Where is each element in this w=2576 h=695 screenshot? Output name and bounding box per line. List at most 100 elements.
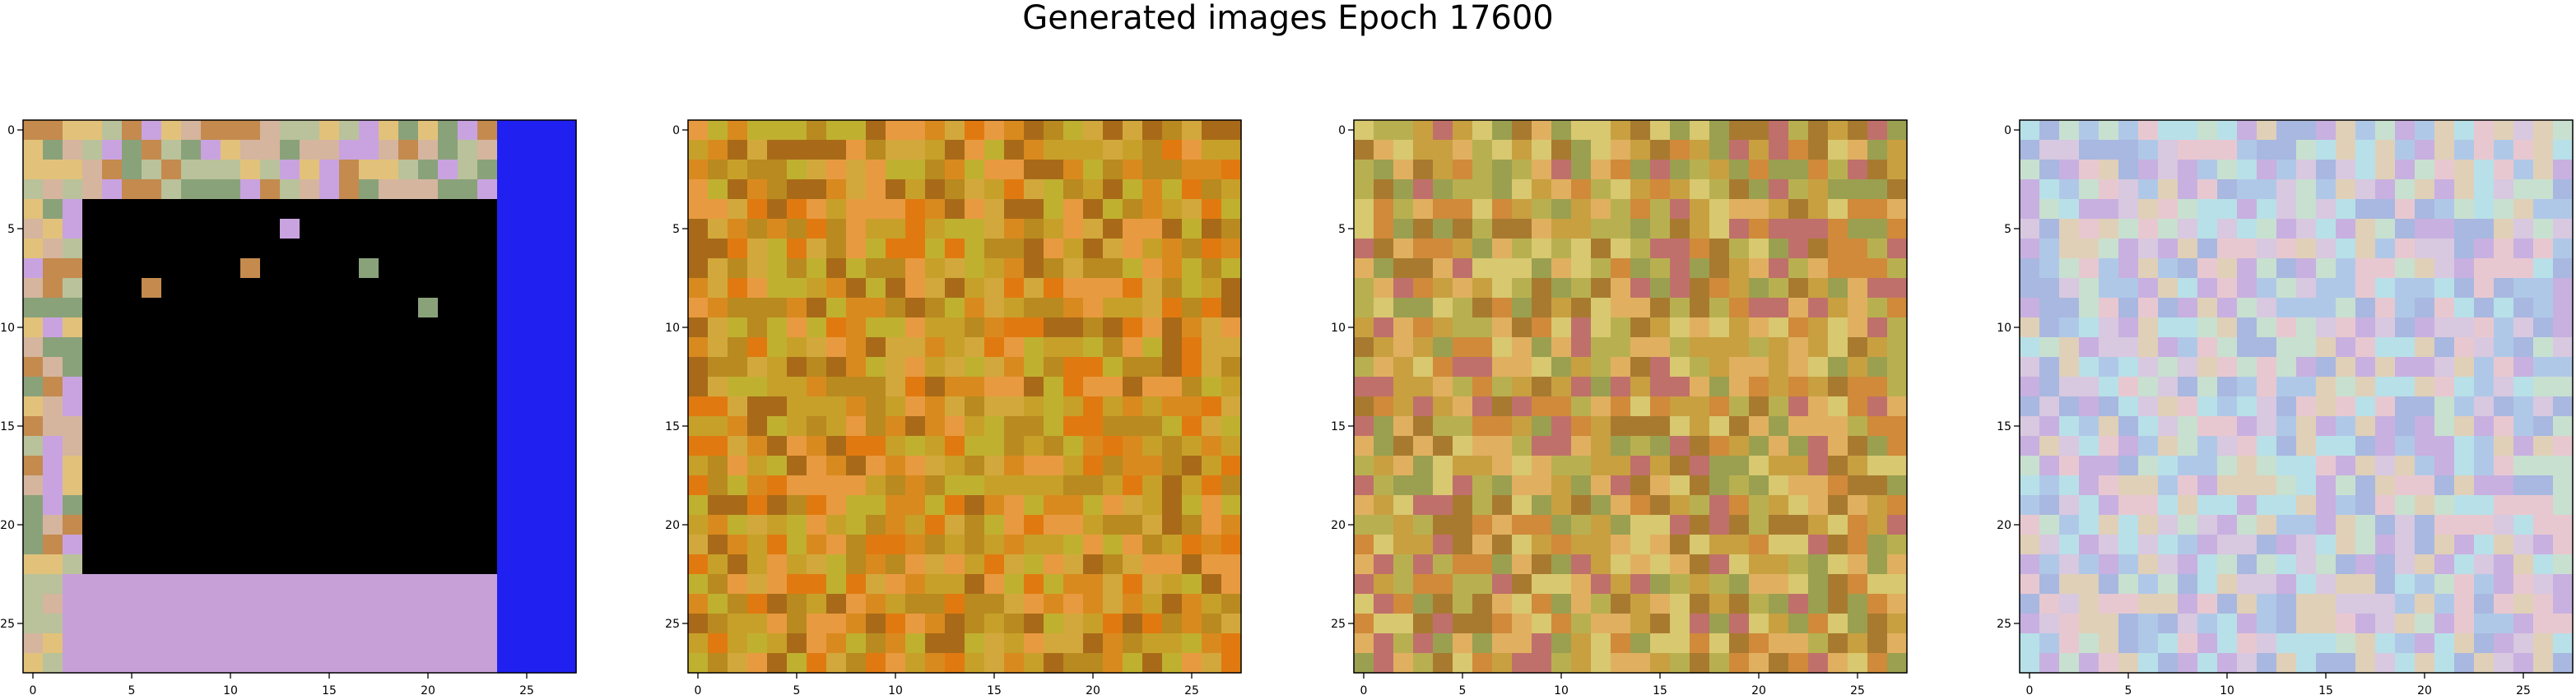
pixel bbox=[1044, 515, 1064, 535]
pixel bbox=[1433, 377, 1453, 397]
pixel bbox=[1044, 594, 1064, 614]
pixel bbox=[2039, 120, 2060, 141]
pixel bbox=[1472, 653, 1493, 674]
pixel bbox=[1670, 258, 1690, 279]
pixel bbox=[240, 554, 261, 575]
pixel bbox=[846, 653, 867, 674]
pixel bbox=[1024, 219, 1044, 239]
pixel bbox=[497, 515, 518, 535]
pixel bbox=[2099, 140, 2119, 160]
pixel bbox=[1532, 317, 1552, 338]
pixel bbox=[379, 653, 399, 674]
pixel bbox=[458, 160, 478, 180]
pixel bbox=[63, 574, 83, 595]
pixel bbox=[1551, 554, 1572, 575]
pixel bbox=[1123, 298, 1143, 318]
pixel bbox=[1867, 357, 1888, 378]
pixel bbox=[1670, 337, 1690, 358]
pixel bbox=[2138, 456, 2159, 476]
pixel bbox=[2355, 535, 2376, 555]
pixel bbox=[1551, 199, 1572, 220]
pixel bbox=[1103, 337, 1123, 358]
pixel bbox=[418, 239, 439, 259]
pixel bbox=[23, 436, 44, 456]
pixel bbox=[240, 515, 261, 535]
pixel bbox=[1690, 258, 1710, 279]
pixel bbox=[1650, 337, 1671, 358]
pixel bbox=[2118, 239, 2139, 259]
pixel bbox=[1433, 239, 1453, 259]
pixel bbox=[1413, 416, 1434, 437]
pixel bbox=[2059, 495, 2080, 516]
pixel bbox=[1808, 179, 1829, 200]
pixel bbox=[2197, 357, 2218, 378]
pixel bbox=[398, 396, 419, 417]
pixel bbox=[1709, 554, 1730, 575]
pixel bbox=[826, 515, 847, 535]
pixel bbox=[1103, 633, 1123, 654]
pixel bbox=[2059, 278, 2080, 299]
pixel bbox=[2276, 475, 2297, 496]
pixel bbox=[260, 337, 281, 358]
pixel bbox=[517, 554, 537, 575]
pixel bbox=[2336, 633, 2356, 654]
y-tick-label: 5 bbox=[2004, 223, 2011, 236]
pixel bbox=[787, 377, 807, 397]
pixel bbox=[2276, 258, 2297, 279]
pixel bbox=[1867, 594, 1888, 614]
pixel bbox=[1142, 258, 1163, 279]
pixel bbox=[1650, 456, 1671, 476]
pixel bbox=[1374, 594, 1394, 614]
pixel bbox=[2217, 535, 2238, 555]
pixel bbox=[787, 337, 807, 358]
pixel bbox=[2513, 258, 2534, 279]
pixel bbox=[537, 456, 557, 476]
pixel bbox=[1044, 357, 1064, 378]
pixel bbox=[2415, 554, 2435, 575]
pixel bbox=[82, 475, 103, 496]
pixel bbox=[280, 515, 300, 535]
pixel bbox=[2197, 239, 2218, 259]
x-tick-label: 20 bbox=[421, 684, 435, 695]
pixel bbox=[1162, 357, 1183, 378]
pixel bbox=[1630, 515, 1651, 535]
pixel bbox=[767, 633, 788, 654]
pixel bbox=[2395, 653, 2416, 674]
pixel bbox=[23, 416, 44, 437]
pixel bbox=[1867, 278, 1888, 299]
pixel bbox=[2039, 278, 2060, 299]
pixel bbox=[2158, 357, 2178, 378]
pixel bbox=[1867, 475, 1888, 496]
pixel bbox=[260, 456, 281, 476]
pixel bbox=[63, 160, 83, 180]
pixel bbox=[1083, 219, 1104, 239]
pixel bbox=[2039, 298, 2060, 318]
pixel bbox=[2178, 337, 2198, 358]
pixel bbox=[379, 633, 399, 654]
pixel bbox=[1551, 475, 1572, 496]
pixel bbox=[2020, 653, 2040, 674]
pixel bbox=[2533, 396, 2554, 417]
pixel bbox=[2099, 258, 2119, 279]
pixel bbox=[2138, 278, 2159, 299]
pixel bbox=[807, 337, 827, 358]
pixel bbox=[2434, 357, 2455, 378]
pixel bbox=[2513, 120, 2534, 141]
pixel bbox=[438, 258, 458, 279]
pixel bbox=[161, 436, 182, 456]
pixel bbox=[102, 219, 123, 239]
pixel bbox=[201, 515, 221, 535]
pixel bbox=[477, 219, 498, 239]
pixel bbox=[984, 298, 1005, 318]
pixel bbox=[1142, 475, 1163, 496]
pixel bbox=[1512, 258, 1532, 279]
pixel bbox=[82, 554, 103, 575]
x-tick-label: 15 bbox=[2318, 684, 2333, 695]
pixel bbox=[1611, 140, 1631, 160]
pixel bbox=[1709, 396, 1730, 417]
pixel bbox=[1024, 515, 1044, 535]
pixel bbox=[945, 120, 965, 141]
pixel bbox=[826, 594, 847, 614]
pixel bbox=[925, 515, 946, 535]
pixel bbox=[556, 298, 577, 318]
